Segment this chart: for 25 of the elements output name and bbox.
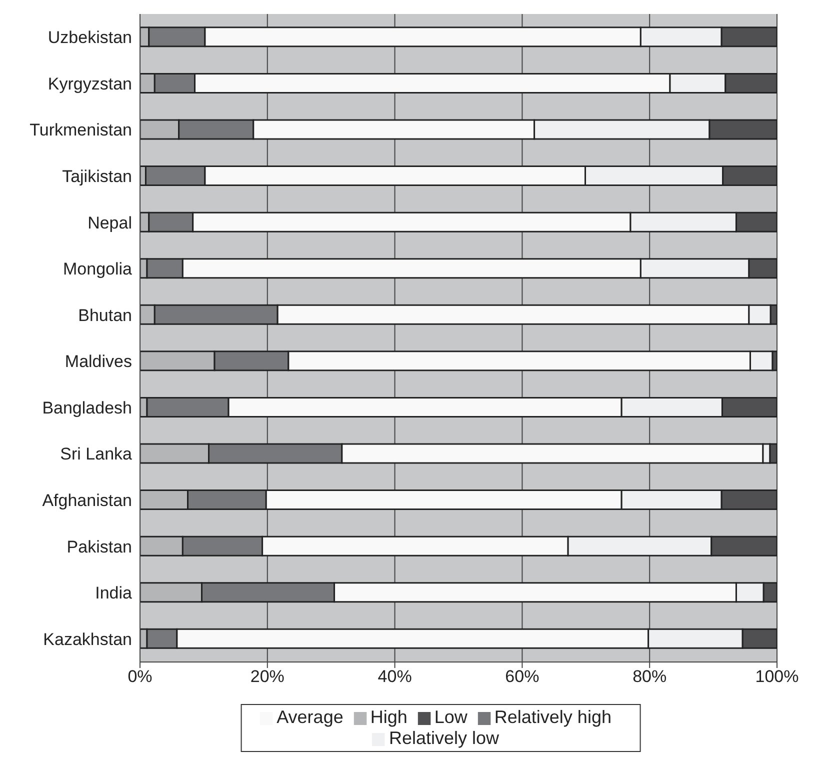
legend-label: Relatively low <box>389 728 500 748</box>
x-tick-label: 100% <box>755 667 799 686</box>
y-tick-label: Pakistan <box>66 537 132 556</box>
legend-label: High <box>370 707 408 727</box>
y-tick-label: Tajikistan <box>62 167 132 186</box>
x-tick-label: 0% <box>128 667 152 686</box>
x-tick-label: 60% <box>505 667 540 686</box>
y-tick-label: Nepal <box>88 213 132 232</box>
legend-label: Average <box>276 707 344 727</box>
y-tick-label: Turkmenistan <box>30 120 132 140</box>
y-tick-label: Mongolia <box>63 260 133 279</box>
legend-label: Low <box>434 707 468 727</box>
y-tick-label: India <box>95 584 133 603</box>
x-tick-label: 40% <box>378 667 412 686</box>
y-tick-label: Kazakhstan <box>43 630 132 649</box>
legend-label: Relatively high <box>494 707 612 727</box>
x-tick-label: 80% <box>632 667 667 686</box>
y-tick-label: Uzbekistan <box>48 28 132 48</box>
y-tick-label: Kyrgyzstan <box>48 74 132 94</box>
y-tick-label: Maldives <box>64 352 132 372</box>
y-tick-label: Afghanistan <box>42 491 132 510</box>
y-tick-label: Sri Lanka <box>60 444 133 464</box>
x-tick-label: 20% <box>250 667 284 686</box>
y-tick-label: Bhutan <box>78 306 132 325</box>
y-tick-label: Bangladesh <box>42 398 132 418</box>
